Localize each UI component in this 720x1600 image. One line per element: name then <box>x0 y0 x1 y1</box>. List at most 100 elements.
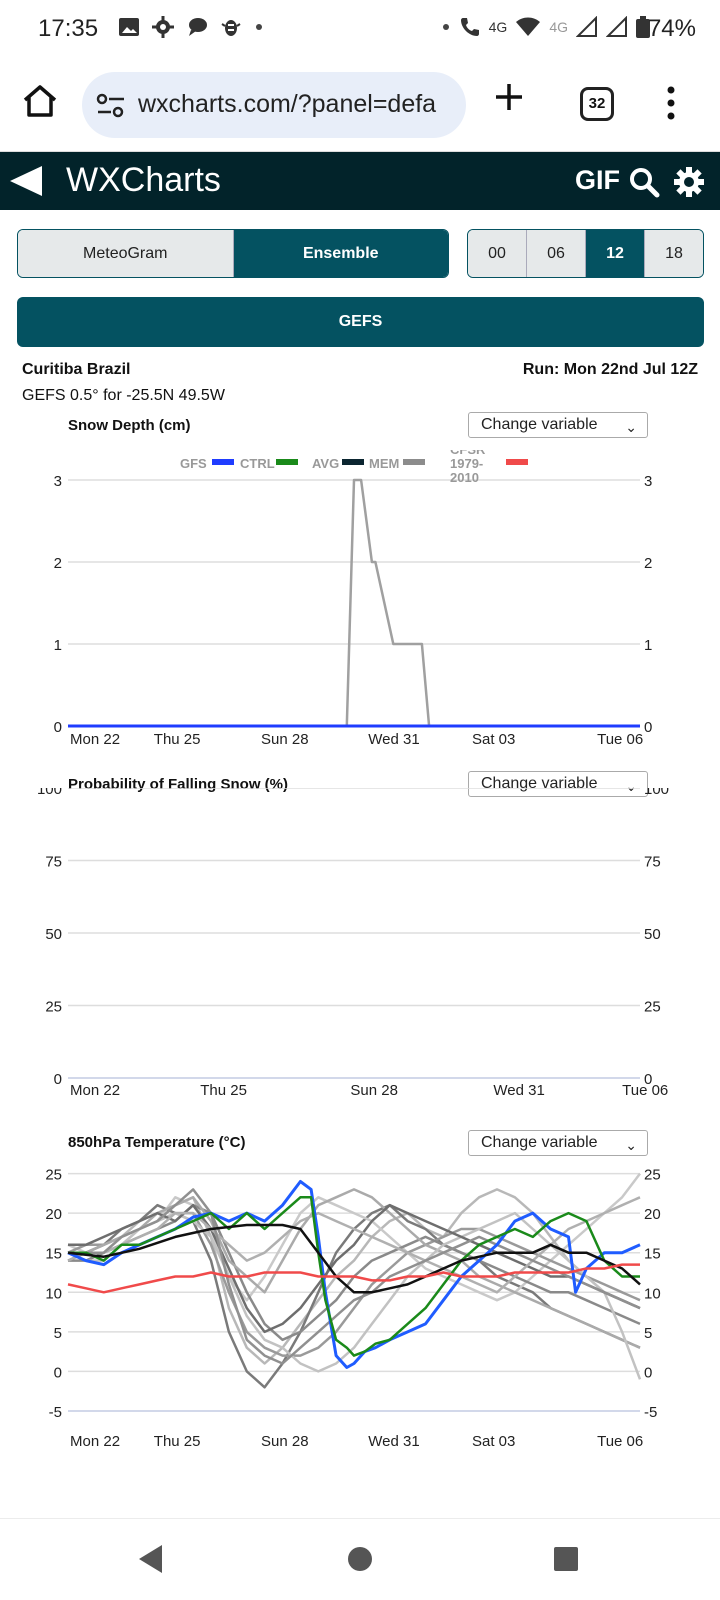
y-tick-label: 5 <box>54 1325 62 1342</box>
chevron-down-icon: ⌄ <box>625 778 637 794</box>
model-button[interactable]: GEFS <box>17 297 704 347</box>
series-member-line <box>67 1211 642 1380</box>
tab-ensemble[interactable]: Ensemble <box>233 230 448 277</box>
legend-swatch <box>276 459 298 465</box>
series-member-line <box>68 1188 641 1365</box>
y-tick-label-right: 1 <box>644 637 652 654</box>
chat-icon <box>189 18 207 36</box>
y-tick-label: 10 <box>45 1285 62 1302</box>
nav-back-icon[interactable] <box>136 1543 164 1575</box>
y-tick-label-right: 10 <box>644 1285 661 1302</box>
x-tick-label: Mon 22 <box>70 1082 120 1099</box>
site-settings-icon[interactable] <box>96 93 126 119</box>
y-tick-label-right: 0 <box>644 1071 652 1088</box>
gif-button[interactable]: GIF <box>575 165 620 195</box>
browser-toolbar: wxcharts.com/?panel=defa 32 <box>0 58 720 152</box>
battery-icon <box>636 16 650 38</box>
y-tick-label-right: 30 <box>644 1140 661 1144</box>
y-tick-label: 20 <box>45 1206 62 1223</box>
y-tick-label-right: 0 <box>644 1364 652 1381</box>
snow-probability-chart: 0 0 25 25 50 50 75 75 100 100 Mon 22 Thu 25 Sun 28 We… <box>37 788 669 1099</box>
nav-recents-icon[interactable] <box>553 1546 579 1572</box>
signal-icon <box>606 16 627 37</box>
y-tick-label: 100 <box>37 788 62 798</box>
home-icon[interactable] <box>22 84 58 118</box>
notification-icons <box>118 16 264 38</box>
change-variable-select[interactable]: Change variable ⌄ <box>468 412 648 438</box>
dot-icon <box>256 24 262 30</box>
y-tick-label: 2 <box>54 555 62 572</box>
network-label: 4G <box>488 19 508 35</box>
legend-label: 2010 <box>450 470 479 485</box>
y-tick-label-right: 2 <box>644 555 652 572</box>
system-icons: 4G 4G <box>441 16 650 38</box>
x-tick-label: Wed 31 <box>493 1082 544 1099</box>
snow-depth-chart: 0 0 1 1 2 2 3 3 Mon 22 Thu 25 Sun 28 Wed 31 Sat 03 Tu… <box>54 450 653 748</box>
system-nav-bar <box>0 1518 720 1600</box>
x-tick-label: Thu 25 <box>200 1082 247 1099</box>
y-tick-label: 3 <box>54 473 62 490</box>
legend-swatch <box>342 459 364 465</box>
run-hour-06[interactable]: 06 <box>527 230 586 277</box>
back-icon[interactable] <box>10 166 42 196</box>
series-member-line <box>67 1196 641 1294</box>
y-tick-label: 0 <box>54 1071 62 1088</box>
legend-label: 1979- <box>450 456 483 471</box>
tab-meteogram[interactable]: MeteoGram <box>18 230 234 277</box>
y-tick-label: 30 <box>45 1140 62 1144</box>
y-tick-label: 50 <box>45 926 62 943</box>
run-hour-18[interactable]: 18 <box>645 230 703 277</box>
image-icon <box>119 18 139 36</box>
x-tick-label: Mon 22 <box>70 1433 120 1450</box>
tab-switcher-button[interactable]: 32 <box>580 87 614 121</box>
x-tick-label: Sat 03 <box>472 731 515 748</box>
legend-label: MEM <box>369 456 399 471</box>
y-tick-label: 0 <box>54 1364 62 1381</box>
y-tick-label: 75 <box>45 854 62 871</box>
series-line-ctrl <box>68 1196 640 1357</box>
status-bar: 17:35 4G 4G 74% <box>0 0 720 58</box>
search-icon[interactable] <box>628 166 660 198</box>
url-text[interactable]: wxcharts.com/?panel=defa <box>138 90 437 118</box>
temperature-850-chart: -5 -5 0 0 5 5 10 10 15 15 20 20 25 25 30 30 Mon 22 Thu 25… <box>45 1140 661 1450</box>
legend-swatch <box>506 459 528 465</box>
more-menu-icon[interactable] <box>666 86 676 120</box>
y-tick-label: 15 <box>45 1246 62 1263</box>
x-tick-label: Tue 06 <box>622 1082 668 1099</box>
app-title: WXCharts <box>66 161 221 199</box>
x-tick-label: Tue 06 <box>597 1433 643 1450</box>
x-tick-label: Thu 25 <box>154 1433 201 1450</box>
change-variable-label: Change variable <box>481 416 598 433</box>
wifi-icon <box>516 17 541 36</box>
change-variable-select[interactable]: Change variable ⌄ <box>468 771 648 797</box>
x-tick-label: Wed 31 <box>368 1433 419 1450</box>
chevron-down-icon: ⌄ <box>625 419 637 435</box>
y-tick-label-right: 3 <box>644 473 652 490</box>
location-name: Curitiba Brazil <box>22 361 131 378</box>
series-member-line <box>68 1203 641 1334</box>
y-tick-label-right: -5 <box>644 1404 657 1421</box>
run-hour-00[interactable]: 00 <box>468 230 527 277</box>
new-tab-icon[interactable] <box>494 82 524 112</box>
series-line-avg <box>67 1223 641 1294</box>
x-tick-label: Thu 25 <box>154 731 201 748</box>
y-tick-label-right: 20 <box>644 1206 661 1223</box>
run-hour-12[interactable]: 12 <box>586 230 645 277</box>
settings-gear-icon[interactable] <box>673 166 705 198</box>
series-line-mem <box>68 478 444 728</box>
legend-label: CFSR <box>450 450 486 457</box>
gear-icon <box>152 16 174 38</box>
app-header: WXCharts GIF <box>0 152 720 210</box>
status-time: 17:35 <box>38 15 99 42</box>
legend-swatch <box>212 459 234 465</box>
chart-title: Snow Depth (cm) <box>68 417 191 434</box>
call-icon <box>460 18 479 36</box>
change-variable-select[interactable]: Change variable ⌄ <box>468 1130 648 1156</box>
series-member-line <box>68 1188 641 1349</box>
y-tick-label-right: 15 <box>644 1246 661 1263</box>
model-coords: GEFS 0.5° for -25.5N 49.5W <box>22 387 225 404</box>
address-bar[interactable]: wxcharts.com/?panel=defa <box>82 72 466 138</box>
x-tick-label: Tue 06 <box>597 731 643 748</box>
nav-home-icon[interactable] <box>347 1546 373 1572</box>
signal-icon <box>576 16 597 37</box>
